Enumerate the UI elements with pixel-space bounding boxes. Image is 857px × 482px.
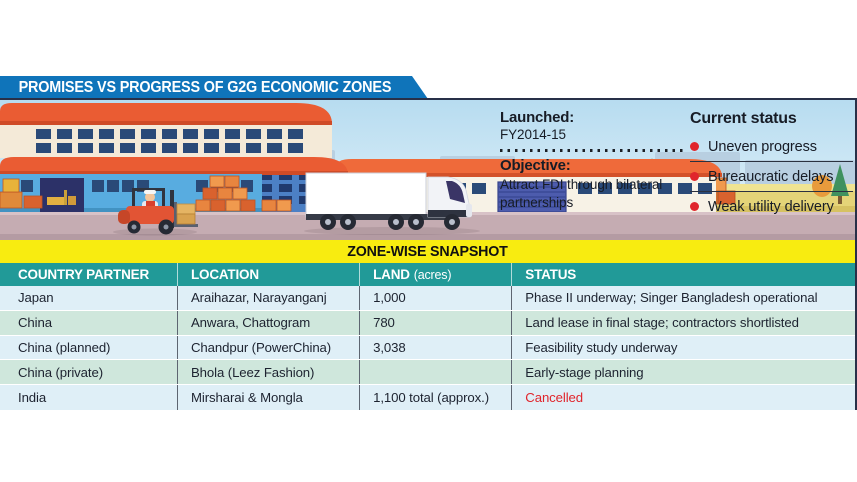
cell-location: Araihazar, Narayanganj bbox=[176, 286, 359, 310]
industrial-zone-scene-graphic bbox=[0, 100, 855, 240]
cell-location: Bhola (Leez Fashion) bbox=[176, 360, 359, 385]
objective-label: Objective: bbox=[500, 157, 571, 174]
column-header-land: LAND (acres) bbox=[359, 263, 511, 286]
status-item: Weak utility delivery bbox=[690, 192, 853, 221]
status-item-label: Weak utility delivery bbox=[708, 198, 834, 215]
cell-country: China (planned) bbox=[18, 339, 111, 355]
cell-country: Japan bbox=[18, 290, 54, 306]
cell-land bbox=[359, 360, 511, 385]
current-status-heading: Current status bbox=[690, 110, 797, 127]
infographic-title: PROMISES VS PROGRESS OF G2G ECONOMIC ZON… bbox=[18, 78, 392, 96]
status-item-label: Uneven progress bbox=[708, 138, 817, 155]
cell-land: 780 bbox=[359, 310, 511, 335]
table-row: Japan Araihazar, Narayanganj 1,000 Phase… bbox=[0, 286, 855, 311]
cell-land: 1,100 total (approx.) bbox=[359, 385, 511, 410]
cell-land: 3,038 bbox=[359, 335, 511, 360]
red-dot-bullet-icon bbox=[690, 202, 699, 211]
column-header-land-label: LAND bbox=[373, 267, 410, 282]
table-row: India Mirsharai & Mongla 1,100 total (ap… bbox=[0, 385, 855, 410]
crate-stack-left bbox=[0, 178, 43, 209]
table-row: China (private) Bhola (Leez Fashion) Ear… bbox=[0, 360, 855, 386]
red-dot-bullet-icon bbox=[690, 172, 699, 181]
table-row: China Anwara, Chattogram 780 Land lease … bbox=[0, 310, 855, 336]
column-header-status: STATUS bbox=[511, 263, 855, 286]
cell-location: Chandpur (PowerChina) bbox=[176, 335, 359, 360]
crate-stack-middle bbox=[195, 175, 292, 212]
column-header-country: COUNTRY PARTNER bbox=[18, 267, 150, 282]
dotted-divider bbox=[500, 149, 686, 152]
cell-status: Feasibility study underway bbox=[511, 335, 855, 360]
infographic-title-bar: PROMISES VS PROGRESS OF G2G ECONOMIC ZON… bbox=[0, 76, 428, 99]
cell-country: India bbox=[18, 390, 47, 406]
table-title: ZONE-WISE SNAPSHOT bbox=[347, 243, 508, 260]
cell-country: China (private) bbox=[18, 364, 103, 380]
economic-zone-illustration: Launched: FY2014-15 Objective: Attract F… bbox=[0, 100, 855, 240]
cell-status-cancelled: Cancelled bbox=[511, 385, 855, 410]
status-item: Uneven progress bbox=[690, 132, 853, 162]
cell-country: China bbox=[18, 315, 52, 331]
launched-value: FY2014-15 bbox=[500, 127, 566, 142]
cell-location: Mirsharai & Mongla bbox=[176, 385, 359, 410]
table-row: China (planned) Chandpur (PowerChina) 3,… bbox=[0, 335, 855, 361]
current-status-panel: Current status Uneven progress Bureaucra… bbox=[690, 110, 853, 221]
launch-info-panel: Launched: FY2014-15 Objective: Attract F… bbox=[500, 109, 686, 211]
cell-status: Land lease in final stage; contractors s… bbox=[511, 310, 855, 335]
infographic-body: Launched: FY2014-15 Objective: Attract F… bbox=[0, 98, 857, 410]
launched-label: Launched: bbox=[500, 109, 575, 126]
red-dot-bullet-icon bbox=[690, 142, 699, 151]
table-title-band: ZONE-WISE SNAPSHOT bbox=[0, 240, 855, 263]
table-body: Japan Araihazar, Narayanganj 1,000 Phase… bbox=[0, 286, 855, 410]
status-item-label: Bureaucratic delays bbox=[708, 168, 834, 185]
objective-value: Attract FDI through bilateral partnershi… bbox=[500, 177, 663, 210]
status-item: Bureaucratic delays bbox=[690, 162, 853, 192]
cell-status: Phase II underway; Singer Bangladesh ope… bbox=[511, 286, 855, 310]
cell-location: Anwara, Chattogram bbox=[176, 310, 359, 335]
cell-land: 1,000 bbox=[359, 286, 511, 310]
table-header-row: COUNTRY PARTNER LOCATION LAND (acres) ST… bbox=[0, 263, 855, 286]
cell-status: Early-stage planning bbox=[511, 360, 855, 385]
column-header-location: LOCATION bbox=[176, 263, 359, 286]
column-header-land-unit: (acres) bbox=[413, 267, 452, 282]
cargo-truck bbox=[304, 172, 480, 235]
forklift bbox=[113, 188, 198, 236]
